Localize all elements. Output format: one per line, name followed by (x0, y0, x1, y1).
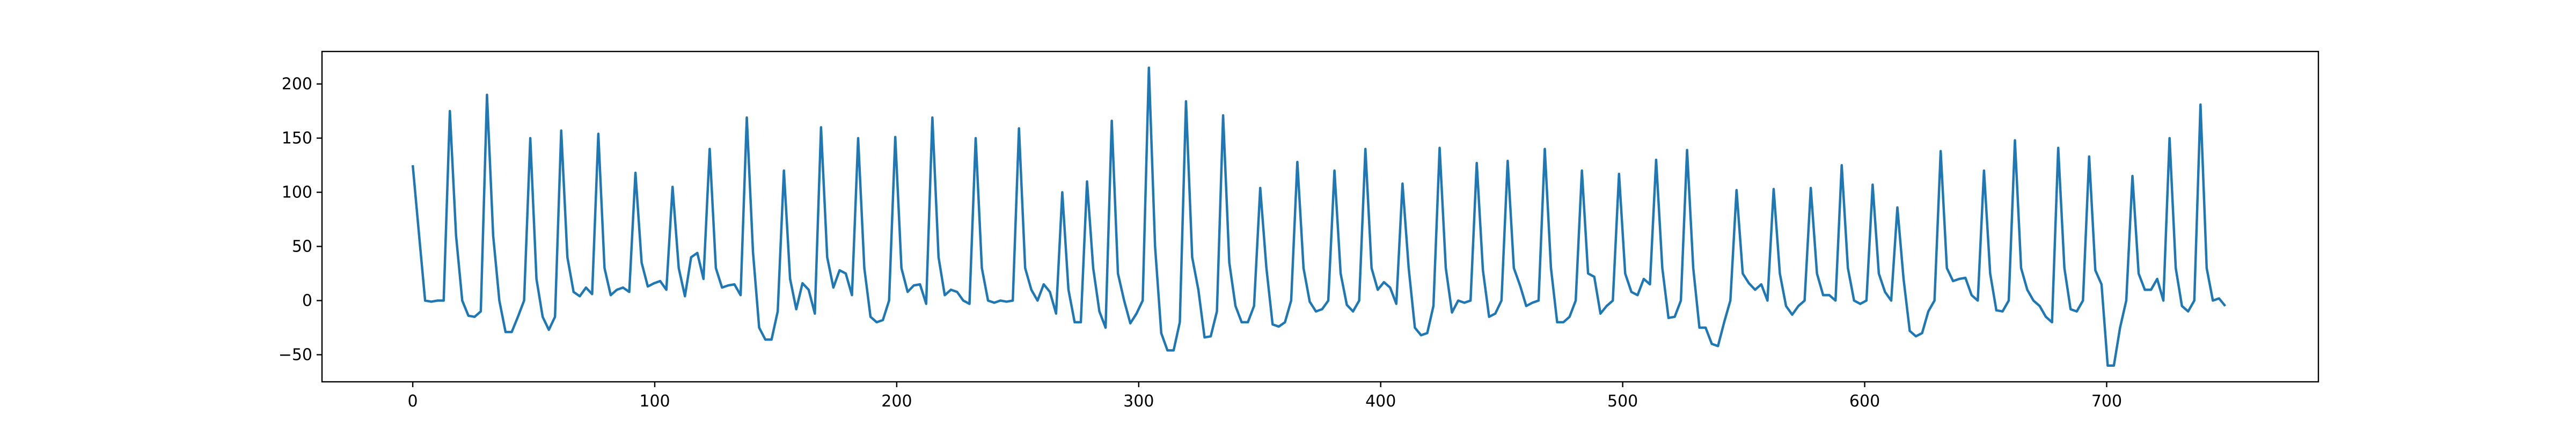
x-tick-label: 100 (639, 392, 670, 411)
x-tick-label: 400 (1365, 392, 1396, 411)
x-tick-label: 300 (1123, 392, 1154, 411)
y-tick-label: 50 (292, 238, 312, 256)
y-tick-label: 150 (282, 129, 312, 148)
plot-frame (321, 50, 2319, 383)
x-tick-label: 0 (408, 392, 418, 411)
y-tick-label: 100 (282, 183, 312, 202)
series-line (411, 66, 2227, 367)
y-tick-label: 200 (282, 75, 312, 94)
axes-layer: 0 100 200 300 400 500 600 700 −50 0 50 100 150 200 (279, 50, 2319, 411)
y-tick-label: 0 (302, 292, 312, 310)
y-tick-label: −50 (279, 346, 312, 365)
x-tick-label: 200 (881, 392, 912, 411)
x-tick-label: 700 (2091, 392, 2122, 411)
series-layer (411, 66, 2227, 367)
x-tick-label: 500 (1607, 392, 1638, 411)
x-tick-label: 600 (1849, 392, 1880, 411)
